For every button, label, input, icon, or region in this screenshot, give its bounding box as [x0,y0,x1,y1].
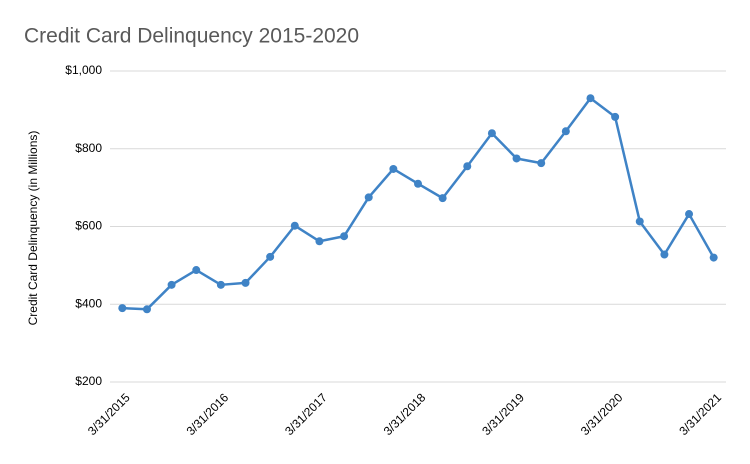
x-tick-label: 3/31/2017 [282,390,330,438]
data-point [389,164,398,173]
data-point [118,304,127,313]
x-tick-label: 3/31/2020 [578,390,626,438]
data-point [414,179,422,188]
data-point [438,194,447,203]
data-point [266,252,275,261]
y-axis-label: Credit Card Delinquency (in Millions) [26,131,40,326]
data-point [216,280,225,289]
data-point [364,193,373,202]
data-point [611,112,620,121]
data-point [290,221,299,230]
y-tick-label: $1,000 [65,63,102,77]
data-point [586,94,595,103]
data-point [512,154,521,163]
data-point [142,305,151,314]
y-tick-label: $600 [75,219,102,233]
data-point [340,232,349,241]
data-point [685,210,694,219]
data-point [660,250,669,259]
x-tick-label: 3/31/2018 [381,390,429,438]
data-point [487,129,496,138]
x-tick-label: 3/31/2016 [184,390,232,438]
x-tick-label: 3/31/2019 [479,390,527,438]
data-point [463,162,472,171]
y-tick-label: $800 [75,141,102,155]
data-point [315,237,324,246]
x-tick-label: 3/31/2015 [85,390,133,438]
data-point [709,253,718,262]
data-line [122,96,715,311]
y-tick-label: $400 [75,296,102,310]
data-point [241,278,250,287]
chart-title: Credit Card Delinquency 2015-2020 [24,25,359,48]
x-tick-label: 3/31/2021 [676,390,724,438]
data-point [561,127,570,136]
data-point [192,266,201,275]
y-tick-label: $200 [75,374,102,388]
data-point [537,159,546,168]
data-point [167,280,176,289]
data-point [635,217,644,226]
